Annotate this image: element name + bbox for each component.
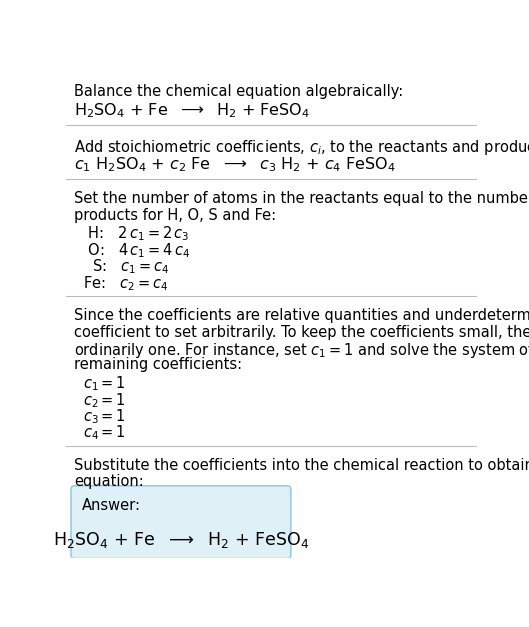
Text: ordinarily one. For instance, set $c_1 = 1$ and solve the system of equations fo: ordinarily one. For instance, set $c_1 =… (74, 341, 529, 360)
Text: $c_4 = 1$: $c_4 = 1$ (83, 424, 125, 443)
Text: Fe:   $c_2 = c_4$: Fe: $c_2 = c_4$ (83, 274, 168, 293)
Text: Set the number of atoms in the reactants equal to the number of atoms in the: Set the number of atoms in the reactants… (74, 191, 529, 206)
Text: equation:: equation: (74, 475, 144, 490)
Text: $c_2 = 1$: $c_2 = 1$ (83, 391, 125, 409)
Text: Answer:: Answer: (81, 498, 141, 514)
Text: Since the coefficients are relative quantities and underdetermined, choose a: Since the coefficients are relative quan… (74, 308, 529, 323)
Text: $c_3 = 1$: $c_3 = 1$ (83, 408, 125, 426)
Text: remaining coefficients:: remaining coefficients: (74, 357, 242, 372)
Text: $\mathrm{H_2SO_4}$ + Fe  $\longrightarrow$  $\mathrm{H_2}$ + $\mathrm{FeSO_4}$: $\mathrm{H_2SO_4}$ + Fe $\longrightarrow… (74, 102, 311, 120)
Text: O:   $4\,c_1 = 4\,c_4$: O: $4\,c_1 = 4\,c_4$ (83, 241, 190, 260)
Text: Balance the chemical equation algebraically:: Balance the chemical equation algebraica… (74, 84, 404, 99)
FancyBboxPatch shape (71, 486, 291, 559)
Text: coefficient to set arbitrarily. To keep the coefficients small, the arbitrary va: coefficient to set arbitrarily. To keep … (74, 325, 529, 340)
Text: H:   $2\,c_1 = 2\,c_3$: H: $2\,c_1 = 2\,c_3$ (83, 224, 189, 243)
Text: $c_1$ $\mathrm{H_2SO_4}$ + $c_2$ Fe  $\longrightarrow$  $c_3$ $\mathrm{H_2}$ + $: $c_1$ $\mathrm{H_2SO_4}$ + $c_2$ Fe $\lo… (74, 155, 396, 174)
Text: Substitute the coefficients into the chemical reaction to obtain the balanced: Substitute the coefficients into the che… (74, 458, 529, 473)
Text: $\mathrm{H_2SO_4}$ + Fe  $\longrightarrow$  $\mathrm{H_2}$ + $\mathrm{FeSO_4}$: $\mathrm{H_2SO_4}$ + Fe $\longrightarrow… (53, 530, 309, 551)
Text: Add stoichiometric coefficients, $c_i$, to the reactants and products:: Add stoichiometric coefficients, $c_i$, … (74, 137, 529, 157)
Text: S:   $c_1 = c_4$: S: $c_1 = c_4$ (83, 257, 169, 276)
Text: $c_1 = 1$: $c_1 = 1$ (83, 374, 125, 393)
Text: products for H, O, S and Fe:: products for H, O, S and Fe: (74, 208, 277, 223)
